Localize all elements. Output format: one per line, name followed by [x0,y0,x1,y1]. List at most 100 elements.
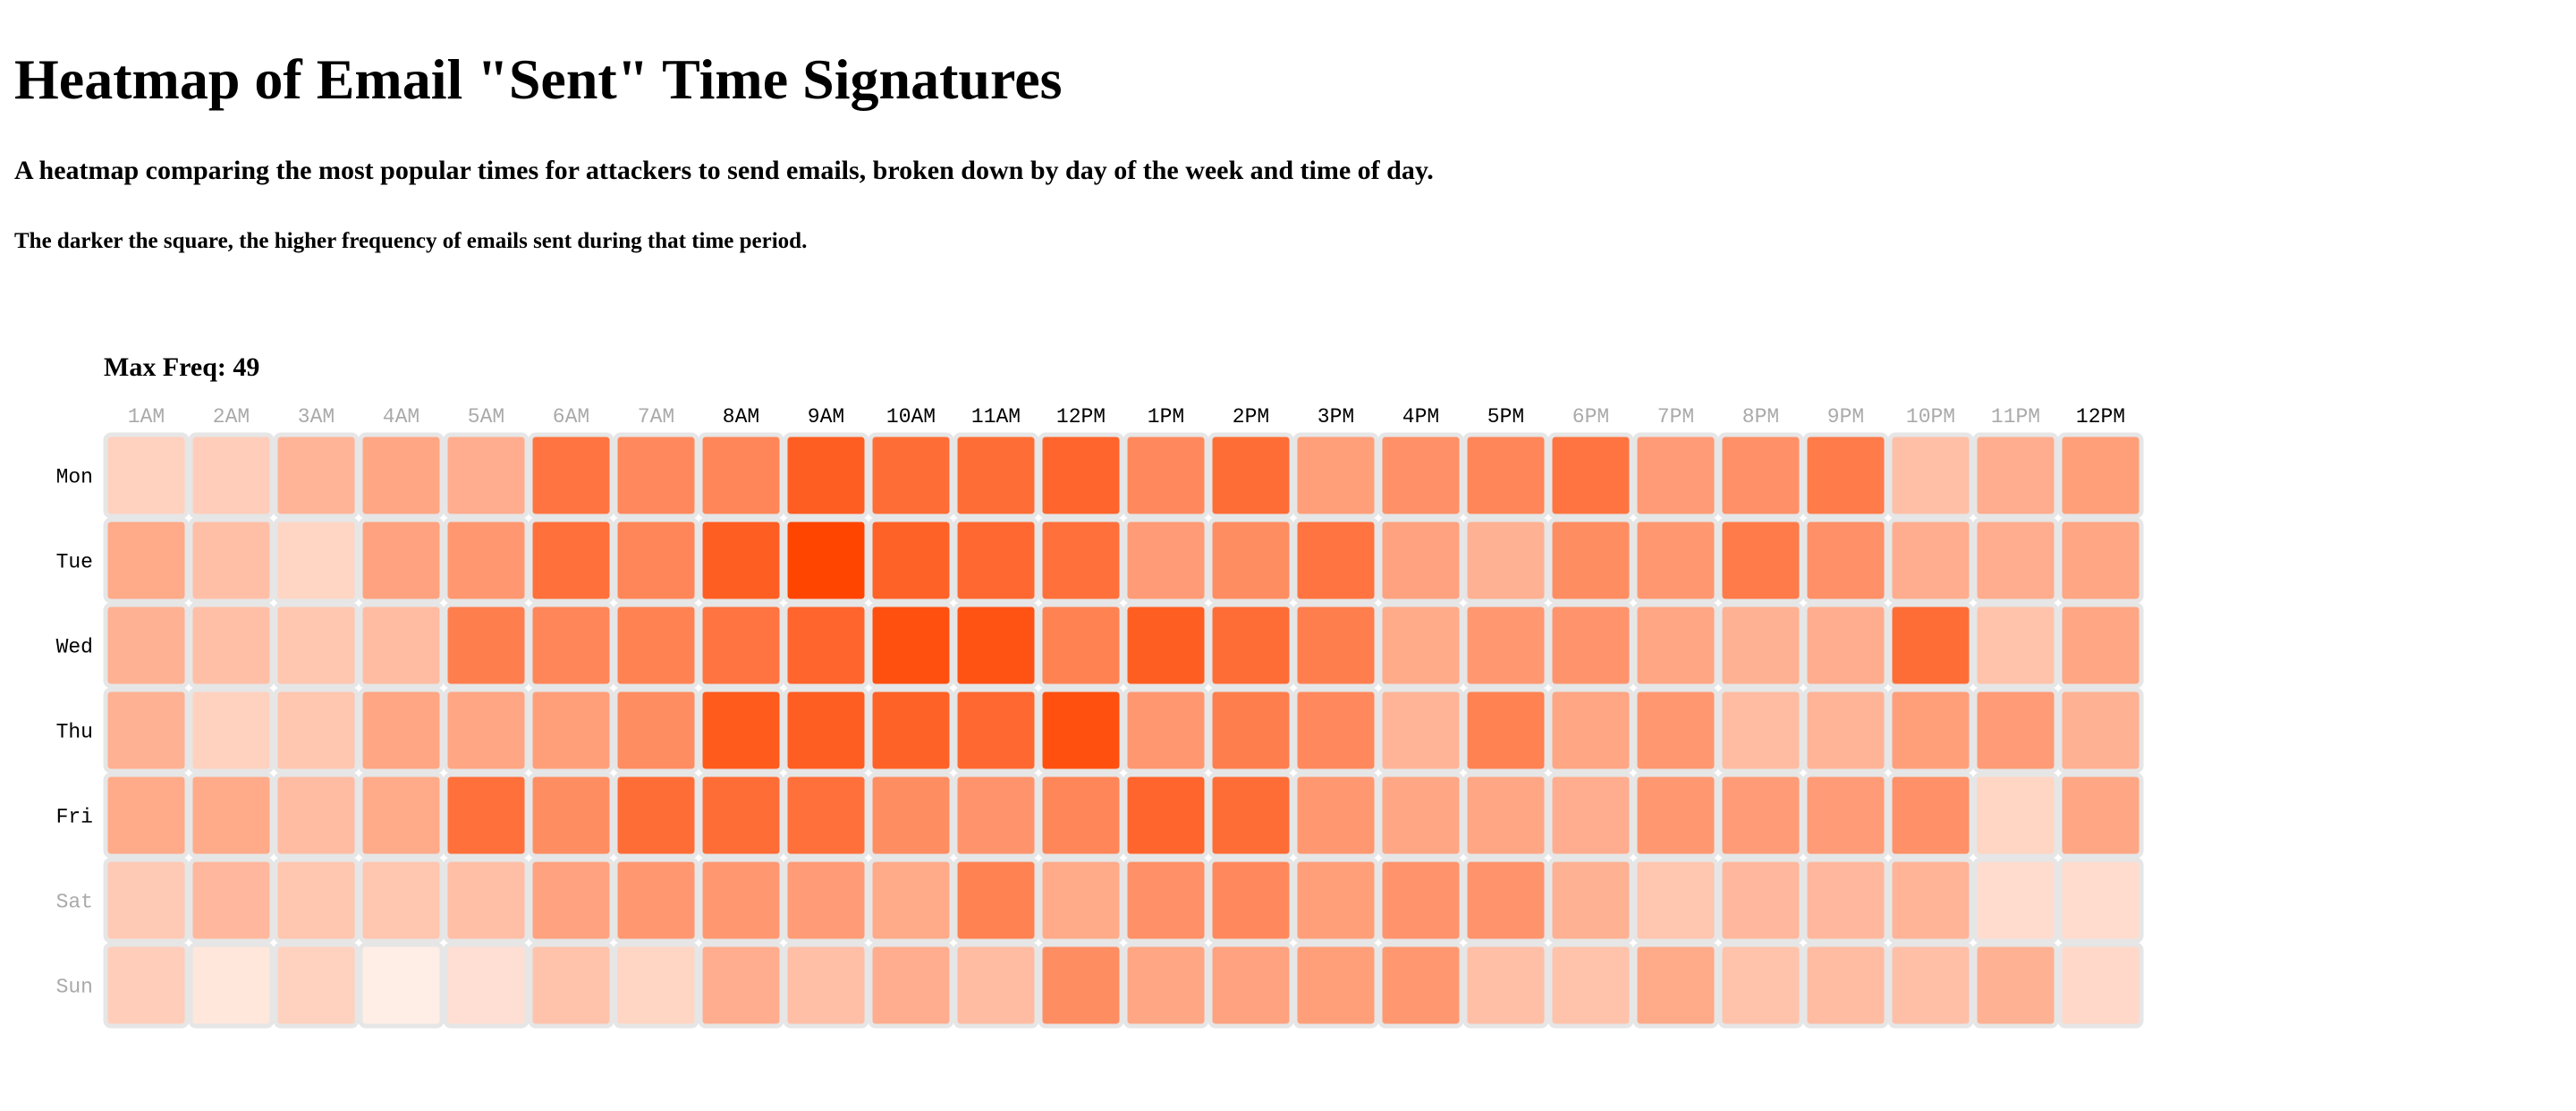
heatmap-cell [1717,432,1804,519]
heatmap-cell [953,517,1039,604]
heatmap-cell [188,602,275,689]
heatmap-cell [1887,432,1974,519]
heatmap-cell [273,517,360,604]
heatmap-cell [953,602,1039,689]
heatmap-cell [1208,432,1294,519]
heatmap-cell [273,602,360,689]
heatmap-cell [1887,942,1974,1029]
heatmap-cell [1972,857,2059,944]
heatmap-cell [1802,772,1889,859]
heatmap-cell [1377,857,1464,944]
heatmap-cell [1377,942,1464,1029]
heatmap-cell [103,942,190,1029]
y-axis-labels: Mon Tue Wed Thu Fri Sat Sun [56,466,93,999]
y-tick-label: Sun [56,976,93,999]
heatmap-cell [1802,857,1889,944]
heatmap-cell [103,857,190,944]
y-tick-label: Wed [56,636,93,659]
heatmap-cell [953,772,1039,859]
heatmap-cell [2057,942,2144,1029]
heatmap-cell [188,687,275,774]
x-tick-label: 3AM [298,405,335,428]
heatmap-cell [1038,602,1124,689]
heatmap-cell [103,432,190,519]
heatmap-cell [1717,602,1804,689]
heatmap-cell [1717,687,1804,774]
heatmap-cell [868,772,954,859]
heatmap-cell [1632,857,1719,944]
heatmap-cell [2057,517,2144,604]
heatmap-cell [273,942,360,1029]
heatmap-cell [1038,772,1124,859]
heatmap-cell [528,942,614,1029]
heatmap-cell [443,602,530,689]
heatmap-cell [358,857,445,944]
y-tick-label: Mon [56,466,93,489]
heatmap-cell [1972,772,2059,859]
heatmap-cell [1377,687,1464,774]
x-tick-label: 2AM [213,405,250,428]
heatmap-cell [698,432,784,519]
heatmap-cell [613,432,699,519]
heatmap-cell [1208,602,1294,689]
heatmap-cell [1972,602,2059,689]
heatmap-cell [868,942,954,1029]
heatmap-cell [1802,517,1889,604]
heatmap-cell [1462,857,1549,944]
heatmap-cell [188,857,275,944]
heatmap-cell [1292,432,1379,519]
heatmap-cell [1292,517,1379,604]
heatmap-cell [1292,772,1379,859]
heatmap-cell [868,432,954,519]
heatmap-cell [528,432,614,519]
heatmap-cell [1377,432,1464,519]
heatmap-cell [1802,687,1889,774]
heatmap-cell [273,687,360,774]
heatmap-cell [783,857,869,944]
x-tick-label: 7PM [1657,405,1694,428]
heatmap-cell [188,432,275,519]
heatmap-cell [1123,772,1209,859]
heatmap-cell [1802,942,1889,1029]
x-tick-label: 1AM [128,405,165,428]
x-tick-label: 6AM [553,405,589,428]
heatmap-cell [783,687,869,774]
heatmap-cell [1208,517,1294,604]
heatmap-cell [1377,517,1464,604]
heatmap-cell [1292,942,1379,1029]
heatmap-cell [1038,942,1124,1029]
heatmap-cell [103,602,190,689]
heatmap-cell [1462,687,1549,774]
max-frequency-label: Max Freq: 49 [104,352,260,382]
heatmap-cell [783,602,869,689]
heatmap-cell [698,517,784,604]
heatmap-cell [613,687,699,774]
heatmap-cell [2057,857,2144,944]
heatmap-cell [273,432,360,519]
heatmap-cell [1547,942,1634,1029]
heatmap-cell [1887,857,1974,944]
heatmap-cell [1038,432,1124,519]
heatmap-cell [613,857,699,944]
heatmap-cell [103,772,190,859]
chart-title: Heatmap of Email "Sent" Time Signatures [14,47,1063,111]
heatmap-cell [1632,687,1719,774]
x-tick-label: 4PM [1402,405,1439,428]
x-tick-label: 1PM [1148,405,1184,428]
heatmap-cell [1462,517,1549,604]
heatmap-cell [1632,432,1719,519]
heatmap-cell [783,942,869,1029]
heatmap-cell [1462,602,1549,689]
heatmap-cell [1717,517,1804,604]
heatmap-cell [868,517,954,604]
heatmap-cell [1123,432,1209,519]
heatmap-cell [1717,772,1804,859]
heatmap-cell [1038,517,1124,604]
heatmap-cell [698,857,784,944]
heatmap-cell [698,772,784,859]
heatmap-cell [1377,602,1464,689]
chart-subtitle: A heatmap comparing the most popular tim… [14,156,1434,185]
heatmap-cell [1547,772,1634,859]
heatmap-cell [783,772,869,859]
heatmap-cell [1292,687,1379,774]
